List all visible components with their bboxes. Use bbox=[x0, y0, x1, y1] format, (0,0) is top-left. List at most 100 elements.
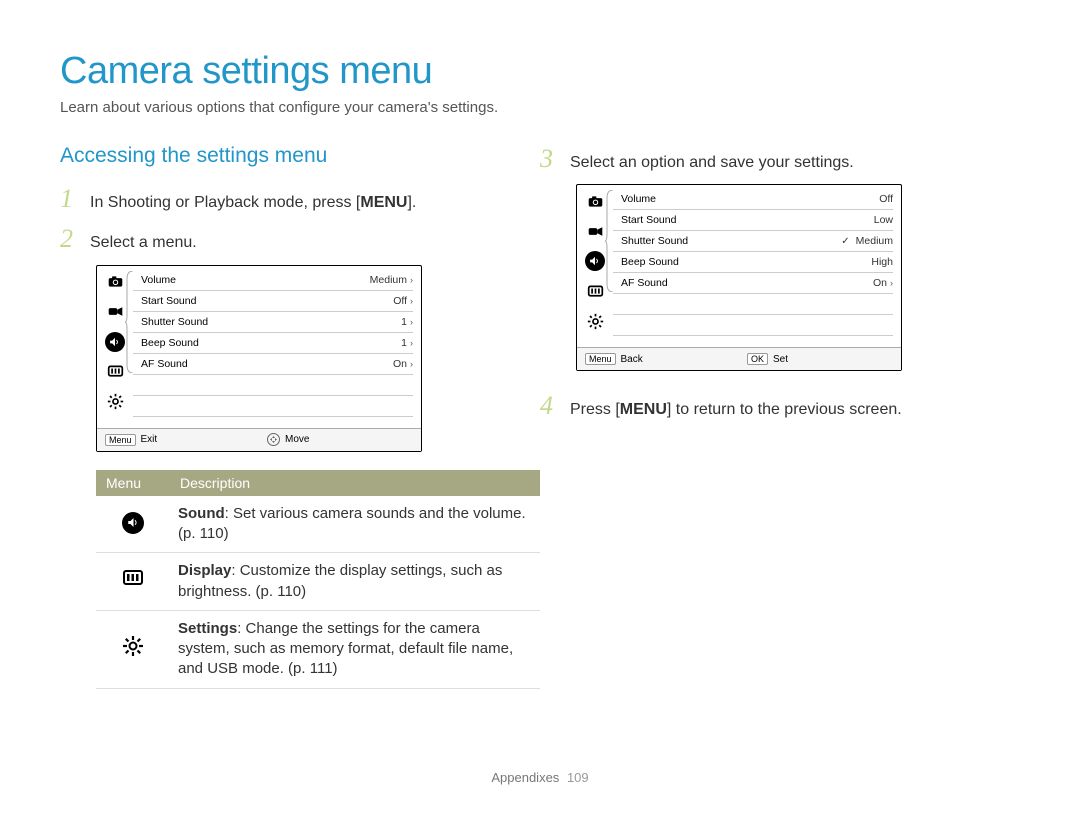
menu-row[interactable]: Shutter Sound 1› bbox=[133, 312, 413, 333]
footer-left-label: Back bbox=[621, 354, 643, 365]
camera-menu-panel-2: Volume Off Start SoundLow Shutter Sound Medi… bbox=[576, 184, 902, 371]
col-description: Description bbox=[170, 470, 540, 496]
footer-left: Menu Back bbox=[577, 353, 739, 365]
chevron-right-icon: › bbox=[410, 317, 413, 327]
step-text: Select an option and save your settings. bbox=[570, 152, 854, 174]
right-column: 3 Select an option and save your setting… bbox=[540, 144, 1020, 689]
menu-row-label: AF Sound bbox=[141, 358, 188, 370]
page-footer: Appendixes 109 bbox=[0, 770, 1080, 785]
step1-pre: In Shooting or Playback mode, press [ bbox=[90, 194, 360, 211]
menu-row-value: High bbox=[871, 256, 893, 268]
menu-button[interactable]: Menu bbox=[105, 434, 136, 446]
menu-row[interactable]: Beep Sound 1› bbox=[133, 333, 413, 354]
menu-row-label: Shutter Sound bbox=[621, 235, 688, 247]
menu-row[interactable]: AF SoundOn› bbox=[613, 273, 893, 294]
footer-left-label: Exit bbox=[141, 434, 158, 445]
menu-row-empty bbox=[133, 396, 413, 417]
chevron-right-icon: › bbox=[410, 275, 413, 285]
ok-button[interactable]: OK bbox=[747, 353, 768, 365]
menu-row-value: On› bbox=[393, 358, 413, 370]
menu-row[interactable]: Beep Sound High bbox=[613, 252, 893, 273]
menu-button-label: MENU bbox=[620, 401, 667, 418]
footer-section: Appendixes bbox=[491, 770, 559, 785]
table-row: Display: Customize the display settings,… bbox=[96, 553, 540, 611]
row-display-icon bbox=[96, 553, 170, 611]
table-row: Sound: Set various camera sounds and the… bbox=[96, 496, 540, 553]
step-text: Select a menu. bbox=[90, 232, 197, 254]
display-icon bbox=[105, 362, 125, 382]
two-column-layout: Accessing the settings menu 1 In Shootin… bbox=[60, 144, 1020, 689]
menu-row-value: Medium bbox=[841, 235, 893, 247]
side-icon-column bbox=[97, 266, 133, 428]
menu-row-label: Volume bbox=[621, 193, 656, 205]
page-subtitle: Learn about various options that configu… bbox=[60, 99, 1020, 116]
menu-row[interactable]: Volume Medium› bbox=[133, 270, 413, 291]
row-sound-desc: Sound: Set various camera sounds and the… bbox=[170, 496, 540, 553]
menu-row-label: Beep Sound bbox=[141, 337, 199, 349]
step-number: 4 bbox=[540, 391, 560, 421]
menu-button-label: MENU bbox=[360, 194, 407, 211]
menu-button[interactable]: Menu bbox=[585, 353, 616, 365]
step4-post: ] to return to the previous screen. bbox=[667, 401, 902, 418]
row-settings-icon bbox=[96, 610, 170, 688]
menu-row[interactable]: Start SoundLow bbox=[613, 210, 893, 231]
step-4: 4 Press [MENU] to return to the previous… bbox=[540, 391, 1020, 421]
chevron-right-icon: › bbox=[410, 359, 413, 369]
camera-icon bbox=[585, 191, 605, 211]
menu-row-value: 1› bbox=[401, 337, 413, 349]
row-settings-desc: Settings: Change the settings for the ca… bbox=[170, 610, 540, 688]
footer-right: Move bbox=[259, 433, 421, 446]
footer-page-number: 109 bbox=[567, 770, 589, 785]
step-number: 3 bbox=[540, 144, 560, 174]
step-text: In Shooting or Playback mode, press [MEN… bbox=[90, 192, 416, 214]
chevron-right-icon: › bbox=[410, 338, 413, 348]
manual-page: Camera settings menu Learn about various… bbox=[0, 0, 1080, 815]
step-number: 1 bbox=[60, 184, 80, 214]
row-sound-icon bbox=[96, 496, 170, 553]
chevron-right-icon: › bbox=[410, 296, 413, 306]
step4-pre: Press [ bbox=[570, 401, 620, 418]
step-text: Press [MENU] to return to the previous s… bbox=[570, 399, 902, 421]
step1-post: ]. bbox=[407, 194, 416, 211]
row-display-desc: Display: Customize the display settings,… bbox=[170, 553, 540, 611]
menu-description-table: Menu Description Sound: Set various came… bbox=[96, 470, 540, 689]
menu-row-value: Low bbox=[874, 214, 893, 226]
menu-list: Volume Off Start SoundLow Shutter Sound Medi… bbox=[613, 185, 901, 347]
step-1: 1 In Shooting or Playback mode, press [M… bbox=[60, 184, 540, 214]
panel-footer: Menu Back OK Set bbox=[577, 347, 901, 370]
menu-list: Volume Medium› Start Sound Off› Shutter Soun… bbox=[133, 266, 421, 428]
gear-icon bbox=[585, 311, 605, 331]
menu-row-label: Volume bbox=[141, 274, 176, 286]
chevron-right-icon: › bbox=[890, 278, 893, 288]
menu-row-label: Shutter Sound bbox=[141, 316, 208, 328]
footer-right: OK Set bbox=[739, 353, 901, 365]
menu-row[interactable]: Volume Off bbox=[613, 189, 893, 210]
menu-row-label: Beep Sound bbox=[621, 256, 679, 268]
step-3: 3 Select an option and save your setting… bbox=[540, 144, 1020, 174]
footer-right-label: Move bbox=[285, 434, 309, 445]
left-column: Accessing the settings menu 1 In Shootin… bbox=[60, 144, 540, 689]
gear-icon bbox=[105, 392, 125, 412]
menu-row-empty bbox=[133, 375, 413, 396]
col-menu: Menu bbox=[96, 470, 170, 496]
menu-row-value: Off bbox=[879, 193, 893, 205]
camera-icon bbox=[105, 272, 125, 292]
video-icon bbox=[585, 221, 605, 241]
step-number: 2 bbox=[60, 224, 80, 254]
side-icon-column bbox=[577, 185, 613, 347]
menu-row[interactable]: Start Sound Off› bbox=[133, 291, 413, 312]
menu-row-label: AF Sound bbox=[621, 277, 668, 289]
sound-icon bbox=[105, 332, 125, 352]
menu-row[interactable]: Shutter Sound Medium bbox=[613, 231, 893, 252]
menu-row-label: Start Sound bbox=[141, 295, 196, 307]
menu-row-value: Off› bbox=[393, 295, 413, 307]
menu-row-empty bbox=[613, 315, 893, 336]
step-2: 2 Select a menu. bbox=[60, 224, 540, 254]
camera-menu-panel-1: Volume Medium› Start Sound Off› Shutter Soun… bbox=[96, 265, 422, 452]
video-icon bbox=[105, 302, 125, 322]
menu-row-value: Medium› bbox=[370, 274, 413, 286]
menu-row[interactable]: AF Sound On› bbox=[133, 354, 413, 375]
page-title: Camera settings menu bbox=[60, 50, 1020, 93]
panel-footer: Menu Exit Move bbox=[97, 428, 421, 451]
menu-row-value: 1› bbox=[401, 316, 413, 328]
